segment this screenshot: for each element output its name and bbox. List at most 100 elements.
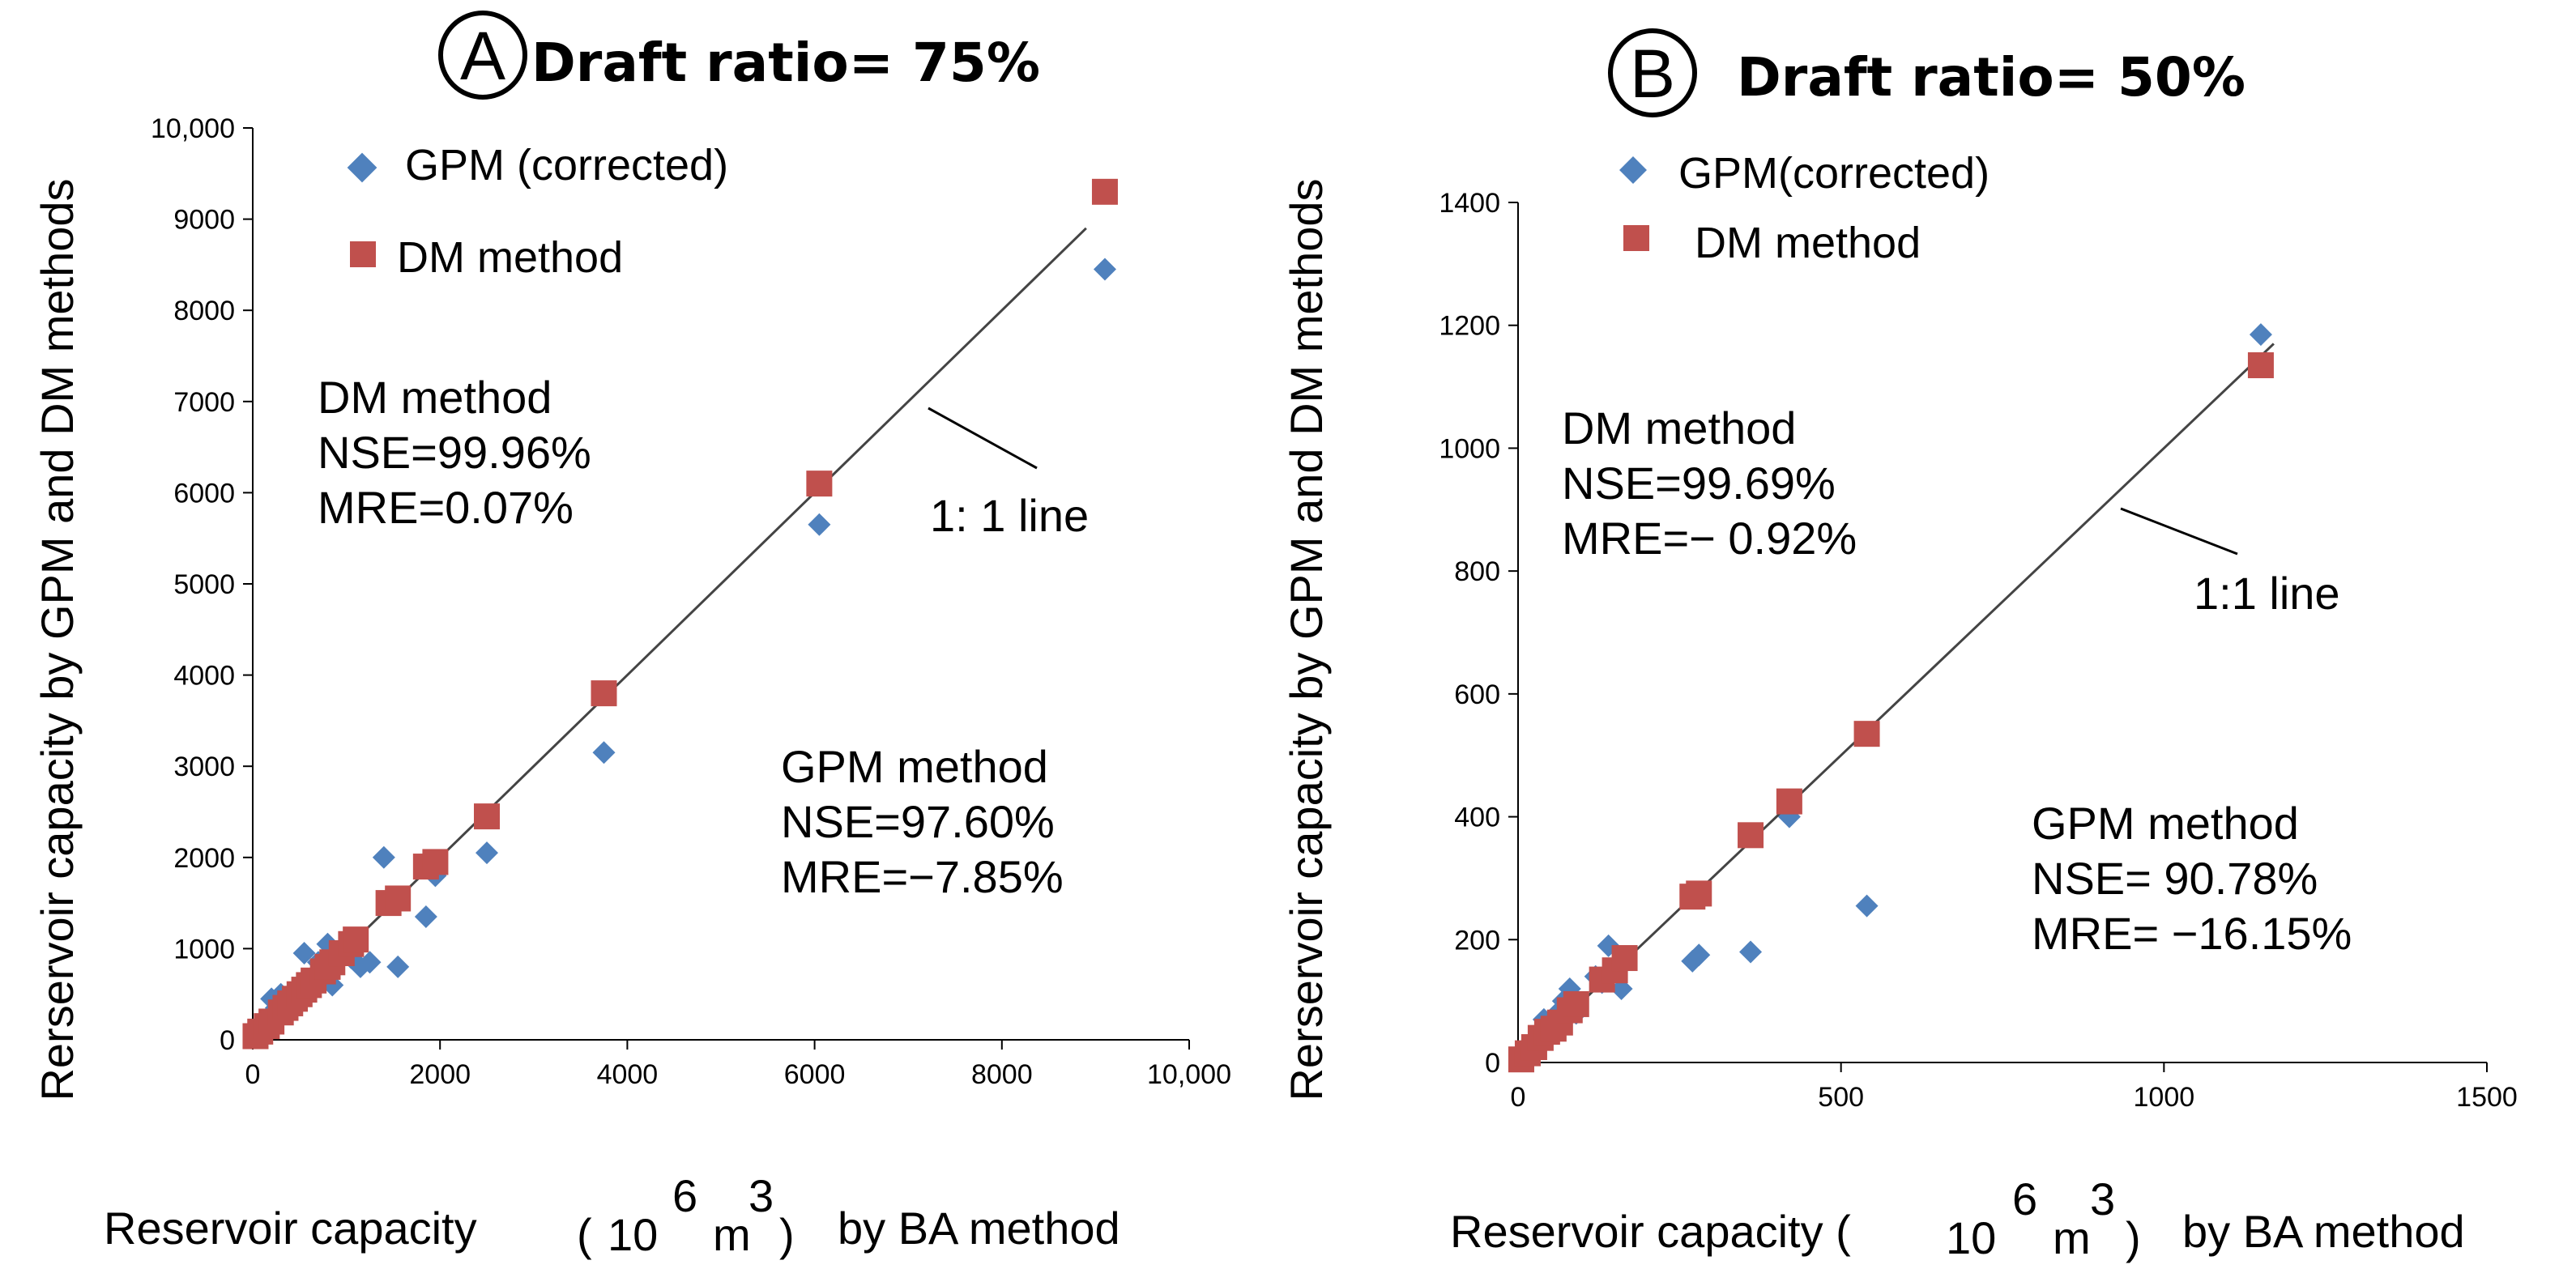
panel-a-y-tick-label: 9000 [173,205,235,236]
panel-a-x-tick-label: 2000 [409,1059,471,1090]
panel-a-one-to-one-line [251,227,1087,1041]
panel-a-gpm-point [414,905,437,928]
panel-a-x-tick-label: 10,000 [1147,1059,1231,1090]
panel-a-y-tick-label: 2000 [173,843,235,874]
panel-a-dm-stats-title: DM method [318,372,552,423]
panel-a-dm-point [591,680,617,707]
panel-b-x-tick-label: 500 [1818,1082,1864,1113]
panel-a-x-axis-unit-base: 10 [608,1209,658,1260]
panel-a-title: Draft ratio= 75% [531,32,1040,94]
panel-b-dm-point [2247,352,2274,379]
panel-a-x-axis-label: Reservoir capacity [104,1203,477,1254]
panel-a-dm-point [474,803,500,830]
panel-a-dm-point [422,849,449,875]
panel-a-y-tick-label: 6000 [173,478,235,509]
panel-b-x-axis-unit-exp1: 6 [2012,1173,2037,1224]
panel-b-dm-point [1611,945,1638,972]
panel-a-y-tick-label: 0 [220,1025,235,1056]
panel-a-x-axis-unit-exp2: 3 [748,1170,774,1221]
panel-a-gpm-stats-title: GPM method [781,741,1048,792]
panel-b-y-tick-label: 600 [1454,679,1500,710]
panel-a-y-tick-label: 7000 [173,387,235,418]
panel-a-letter: A [460,18,505,94]
panel-a-y-axis-title: Rerservoir capacity by GPM and DM method… [32,178,83,1101]
panel-a-x-axis-unit-exp1: 6 [672,1170,697,1221]
panel-b-dm-point [1738,822,1764,849]
panel-b-gpm-point [2249,323,2272,347]
panel-a-x-tick-label: 4000 [597,1059,659,1090]
panel-b-x-axis-unit-m: m [2053,1212,2091,1263]
panel-b-y-tick-label: 1000 [1439,433,1500,464]
panel-a-x-tick-label: 6000 [784,1059,846,1090]
panel-a-gpm-point [358,951,382,974]
panel-a-dm-stats-mre: MRE=0.07% [318,482,574,533]
panel-b-gpm-stats: GPM method NSE= 90.78% MRE= −16.15% [2032,798,2352,959]
panel-a-line-label-leader [928,407,1038,470]
panel-a-legend-gpm-label: GPM (corrected) [405,141,728,189]
panel-a: A Draft ratio= 75% Rerservoir capacity b… [32,11,1231,1260]
panel-a-gpm-point [1093,258,1116,281]
panel-b-legend-gpm-marker [1619,156,1647,184]
panel-b-title: Draft ratio= 50% [1737,46,2245,109]
panel-b-y-tick-label: 200 [1454,925,1500,956]
panel-a-dm-point [343,926,369,953]
panel-a-gpm-stats-mre: MRE=−7.85% [781,851,1064,902]
panel-a-gpm-point [372,845,395,869]
panel-b-x-axis-unit-base: 10 [1946,1212,1996,1263]
panel-a-y-tick-label: 4000 [173,661,235,692]
panel-a-legend-dm-marker [350,241,376,267]
panel-a-x-tick-label: 0 [245,1059,261,1090]
panel-b-dm-point [1776,788,1802,815]
panel-b-x-tick-label: 1500 [2456,1082,2518,1113]
panel-a-y-tick-label: 3000 [173,752,235,782]
panel-a-gpm-point [592,741,616,764]
panel-b-legend-dm-label: DM method [1695,219,1921,267]
panel-a-x-axis-unit-m: m [713,1209,751,1260]
panel-b-legend-gpm-label: GPM(corrected) [1678,149,1990,198]
panel-b-x-tick-label: 1000 [2134,1082,2195,1113]
panel-a-x-axis-suffix: by BA method [838,1203,1120,1254]
panel-b-gpm-stats-nse: NSE= 90.78% [2032,853,2318,904]
panel-b-dm-stats-nse: NSE=99.69% [1562,458,1836,509]
panel-b-y-tick-label: 0 [1485,1048,1500,1079]
panel-a-line-label: 1: 1 line [930,490,1089,541]
panel-b-legend-dm-marker [1623,225,1649,251]
panel-b-y-tick-label: 1400 [1439,188,1500,219]
panel-b-gpm-point [1855,894,1879,918]
panel-a-y-tick-label: 8000 [173,296,235,326]
panel-a-dm-point [1091,178,1118,205]
panel-a-dm-point [806,471,833,497]
panel-b-dm-stats: DM method NSE=99.69% MRE=− 0.92% [1562,402,1857,564]
panel-b-x-tick-label: 0 [1511,1082,1526,1113]
panel-b-y-tick-label: 400 [1454,803,1500,833]
panel-b-x-axis-suffix: by BA method [2182,1206,2465,1257]
panel-b-dm-point [1853,721,1880,747]
panel-b-plot-area: 0 200 400 600 800 1000 1200 1400 0 500 1000 1500 [1439,188,2517,1113]
panel-a-legend-gpm-marker [347,152,377,183]
panel-b-one-to-one-line [1516,343,2275,1064]
panel-b-line-label: 1:1 line [2194,568,2340,619]
panel-a-x-axis-title: Reservoir capacity ( 10 6 m 3 ) by BA me… [104,1170,1120,1260]
panel-b-x-axis-unit-exp2: 3 [2090,1173,2115,1224]
panel-b-x-axis-title: Reservoir capacity ( 10 6 m 3 ) by BA me… [1450,1173,2465,1263]
panel-b-dm-stats-mre: MRE=− 0.92% [1562,513,1857,564]
panel-b-gpm-point [1739,940,1763,964]
panel-a-y-tick-label: 5000 [173,569,235,600]
panel-a-gpm-point [386,955,410,978]
panel-a-plot-area: 0 1000 2000 3000 4000 5000 6000 7000 8000 9000 10,… [151,113,1231,1090]
panel-a-dm-stats-nse: NSE=99.96% [318,427,591,478]
panel-b-x-axis-unit-close: ) [2126,1212,2141,1263]
panel-a-legend: GPM (corrected) DM method [347,141,728,282]
panel-a-gpm-point [476,841,498,865]
panel-b-y-axis-title: Rerservoir capacity by GPM and DM method… [1281,178,1332,1101]
panel-b-y-tick-label: 1200 [1439,311,1500,342]
panel-a-x-axis-unit-open: ( [577,1209,592,1260]
panel-a-gpm-point [292,942,316,965]
panel-b-gpm-stats-mre: MRE= −16.15% [2032,908,2352,959]
panel-a-gpm-point [808,513,831,536]
panel-b-gpm-stats-title: GPM method [2032,798,2299,849]
panel-a-y-tick-label: 10,000 [151,113,235,144]
panel-a-gpm-stats-nse: NSE=97.60% [781,796,1055,847]
panel-a-y-tick-label: 1000 [173,934,235,964]
